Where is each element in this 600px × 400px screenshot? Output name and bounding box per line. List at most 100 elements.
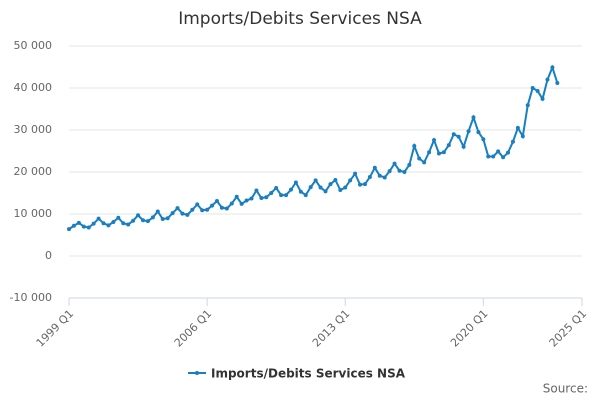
point: [338, 188, 343, 193]
series-line: [68, 64, 559, 230]
point: [303, 193, 308, 198]
y-tick-label: 50 000: [14, 39, 53, 52]
chart-title: Imports/Debits Services NSA: [178, 9, 422, 29]
point: [441, 150, 446, 155]
y-tick-label: 20 000: [14, 165, 53, 178]
point: [126, 222, 131, 227]
point: [353, 171, 358, 176]
point: [264, 195, 269, 200]
x-tick-label: 2025 Q1: [547, 307, 590, 350]
point: [298, 189, 303, 194]
point: [461, 144, 466, 149]
point: [456, 134, 461, 139]
point: [249, 196, 254, 201]
point: [210, 203, 215, 208]
point: [170, 211, 175, 216]
point: [550, 65, 555, 70]
point: [234, 194, 239, 199]
point: [446, 143, 451, 148]
point: [165, 216, 170, 221]
point: [259, 196, 264, 201]
point: [254, 188, 259, 193]
point: [471, 115, 476, 120]
point: [155, 209, 160, 214]
point: [358, 182, 363, 187]
point: [190, 207, 195, 212]
point: [284, 193, 289, 198]
point: [377, 173, 382, 178]
point: [269, 191, 274, 195]
point: [160, 217, 165, 222]
point: [318, 185, 323, 190]
x-tick-label: 2020 Q1: [448, 307, 491, 350]
point: [288, 187, 293, 192]
point: [328, 182, 333, 187]
point: [91, 221, 96, 226]
point: [407, 162, 412, 167]
point: [362, 182, 367, 187]
point: [476, 130, 481, 135]
point: [67, 227, 71, 232]
point: [106, 223, 111, 228]
y-tick-label: 0: [45, 249, 52, 262]
x-tick-label: 2006 Q1: [172, 307, 215, 350]
point: [195, 202, 200, 207]
point: [121, 221, 126, 226]
point: [382, 175, 387, 180]
point: [111, 219, 116, 224]
point: [279, 193, 284, 198]
y-tick-label: 30 000: [14, 123, 53, 136]
point: [451, 132, 456, 137]
point: [372, 165, 377, 170]
point: [481, 137, 486, 142]
legend-label: Imports/Debits Services NSA: [211, 367, 406, 381]
legend-marker: [195, 371, 199, 375]
point: [412, 143, 417, 148]
point: [422, 160, 427, 165]
point: [501, 155, 506, 160]
point: [466, 129, 471, 134]
point: [180, 211, 185, 216]
point: [244, 198, 249, 203]
point: [520, 134, 525, 139]
point: [219, 205, 224, 210]
point: [486, 154, 491, 159]
point: [397, 168, 402, 173]
point: [71, 223, 76, 228]
point: [506, 150, 511, 155]
point: [229, 201, 234, 206]
point: [200, 208, 205, 213]
point: [436, 151, 441, 156]
point: [131, 218, 136, 223]
point: [140, 218, 145, 223]
point: [323, 189, 328, 194]
point: [274, 185, 279, 190]
point: [76, 220, 81, 225]
point: [540, 96, 545, 101]
point: [116, 215, 121, 220]
point: [555, 80, 560, 85]
point: [81, 224, 86, 229]
point: [545, 77, 550, 82]
point: [515, 125, 520, 130]
point: [150, 215, 155, 220]
point: [387, 169, 392, 174]
x-tick-label: 1999 Q1: [34, 307, 77, 350]
point: [224, 206, 229, 211]
point: [417, 156, 422, 161]
y-tick-label: 10 000: [14, 207, 53, 220]
point: [496, 149, 501, 154]
point: [308, 185, 313, 190]
point: [313, 178, 318, 183]
y-tick-label: 40 000: [14, 81, 53, 94]
point: [239, 201, 244, 206]
point: [367, 175, 372, 180]
point: [510, 139, 515, 144]
point: [293, 180, 298, 185]
point: [96, 216, 101, 221]
point: [101, 221, 106, 226]
source: Source:: [543, 382, 588, 396]
point: [136, 213, 141, 218]
